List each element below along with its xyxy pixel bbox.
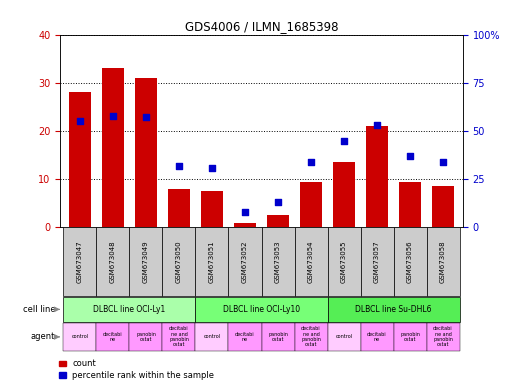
FancyBboxPatch shape (262, 227, 294, 296)
Point (340, 137, 348, 144)
Text: GSM673055: GSM673055 (341, 241, 347, 283)
Text: GSM673058: GSM673058 (440, 240, 446, 283)
Text: GSM673047: GSM673047 (77, 240, 83, 283)
Text: control: control (203, 334, 221, 339)
Legend: count, percentile rank within the sample: count, percentile rank within the sample (59, 359, 214, 380)
Text: cell line: cell line (22, 305, 55, 314)
Point (109, 113, 117, 119)
Text: DLBCL line OCI-Ly10: DLBCL line OCI-Ly10 (223, 305, 300, 314)
FancyBboxPatch shape (229, 227, 262, 296)
Point (175, 162, 183, 169)
FancyBboxPatch shape (130, 227, 163, 296)
FancyBboxPatch shape (196, 297, 327, 322)
Point (373, 122, 381, 128)
Bar (135, 78, 157, 227)
Text: GSM673051: GSM673051 (209, 240, 215, 283)
Point (307, 159, 315, 165)
Bar (300, 182, 322, 227)
Point (241, 209, 249, 215)
Text: panobin
ostat: panobin ostat (400, 332, 420, 342)
Bar (69, 93, 90, 227)
Bar (201, 191, 223, 227)
Bar (234, 223, 256, 227)
Bar (433, 186, 454, 227)
Text: GSM673052: GSM673052 (242, 241, 248, 283)
Bar (168, 189, 190, 227)
Bar (333, 162, 355, 227)
Text: panobin
ostat: panobin ostat (268, 332, 288, 342)
FancyBboxPatch shape (130, 323, 163, 351)
FancyBboxPatch shape (360, 227, 393, 296)
Point (208, 164, 216, 170)
FancyBboxPatch shape (96, 323, 130, 351)
Point (142, 114, 150, 121)
Text: decitabi
ne and
panobin
ostat: decitabi ne and panobin ostat (433, 326, 453, 348)
FancyBboxPatch shape (294, 227, 327, 296)
Text: decitabi
ne: decitabi ne (367, 332, 387, 342)
FancyBboxPatch shape (327, 323, 360, 351)
FancyBboxPatch shape (63, 323, 96, 351)
FancyBboxPatch shape (262, 323, 294, 351)
FancyBboxPatch shape (63, 227, 96, 296)
FancyBboxPatch shape (196, 323, 229, 351)
Text: GSM673050: GSM673050 (176, 240, 182, 283)
FancyBboxPatch shape (327, 297, 460, 322)
FancyBboxPatch shape (229, 323, 262, 351)
FancyBboxPatch shape (294, 323, 327, 351)
Point (439, 159, 447, 165)
FancyBboxPatch shape (327, 227, 360, 296)
Text: decitabi
ne: decitabi ne (103, 332, 123, 342)
Text: control: control (71, 334, 88, 339)
Text: panobin
ostat: panobin ostat (136, 332, 156, 342)
Title: GDS4006 / ILMN_1685398: GDS4006 / ILMN_1685398 (185, 20, 338, 33)
Text: decitabi
ne: decitabi ne (235, 332, 255, 342)
FancyBboxPatch shape (96, 227, 130, 296)
Bar (366, 126, 388, 227)
Text: DLBCL line Su-DHL6: DLBCL line Su-DHL6 (355, 305, 432, 314)
Text: decitabi
ne and
panobin
ostat: decitabi ne and panobin ostat (169, 326, 189, 348)
Text: GSM673056: GSM673056 (407, 240, 413, 283)
FancyBboxPatch shape (63, 297, 196, 322)
Bar (267, 215, 289, 227)
Bar (400, 182, 421, 227)
FancyBboxPatch shape (393, 227, 427, 296)
Point (274, 199, 282, 205)
Bar (102, 68, 123, 227)
Text: agent: agent (31, 333, 55, 341)
FancyBboxPatch shape (393, 323, 427, 351)
Point (406, 153, 414, 159)
Text: GSM673057: GSM673057 (374, 240, 380, 283)
Text: DLBCL line OCI-Ly1: DLBCL line OCI-Ly1 (93, 305, 166, 314)
FancyBboxPatch shape (427, 227, 460, 296)
FancyBboxPatch shape (360, 323, 393, 351)
Text: GSM673054: GSM673054 (308, 241, 314, 283)
Point (76, 118, 84, 124)
Text: GSM673053: GSM673053 (275, 240, 281, 283)
FancyBboxPatch shape (196, 227, 229, 296)
FancyBboxPatch shape (427, 323, 460, 351)
FancyBboxPatch shape (163, 323, 196, 351)
Text: decitabi
ne and
panobin
ostat: decitabi ne and panobin ostat (301, 326, 321, 348)
Text: control: control (335, 334, 353, 339)
Text: GSM673048: GSM673048 (110, 240, 116, 283)
Text: GSM673049: GSM673049 (143, 240, 149, 283)
FancyBboxPatch shape (163, 227, 196, 296)
